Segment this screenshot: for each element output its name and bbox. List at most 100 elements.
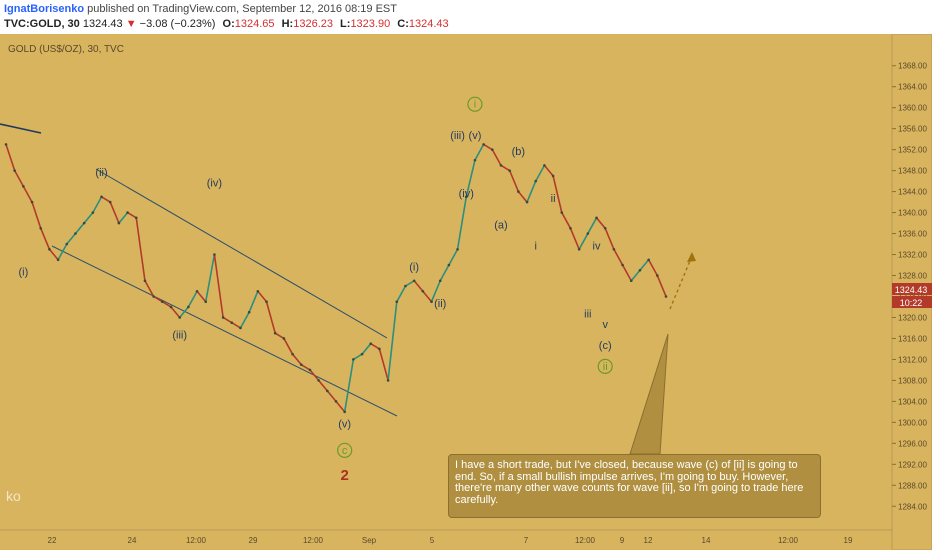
price-segment <box>465 159 476 198</box>
trend-line[interactable] <box>0 123 42 134</box>
data-point <box>74 232 77 235</box>
price-segment <box>239 311 250 329</box>
price-segment <box>135 217 146 281</box>
data-point <box>221 316 225 319</box>
wave-label: ii <box>603 361 608 373</box>
price-segment <box>430 280 441 303</box>
data-point <box>152 295 155 298</box>
x-tick-label: Sep <box>362 536 377 545</box>
wave-label: iv <box>593 240 601 252</box>
price-segment <box>587 217 598 234</box>
price-segment <box>508 170 520 192</box>
price-segment <box>378 348 389 381</box>
price-segment <box>517 191 528 203</box>
wave-label: (b) <box>512 146 525 158</box>
data-point <box>317 379 320 382</box>
y-tick-label: 1284.00 <box>898 502 927 511</box>
wave-label: (i) <box>409 261 419 273</box>
author-link[interactable]: IgnatBorisenko <box>4 3 85 15</box>
price-segment <box>109 201 120 224</box>
channel-lower-line[interactable] <box>51 245 398 417</box>
data-point <box>473 158 477 162</box>
price-segment <box>5 144 16 171</box>
y-tick-label: 1328.00 <box>898 272 927 281</box>
data-point <box>438 279 442 283</box>
price-segment <box>405 280 415 287</box>
open-label: O: <box>222 18 235 30</box>
y-tick-label: 1336.00 <box>898 230 927 239</box>
data-point <box>369 342 373 345</box>
countdown-value: 10:22 <box>900 298 923 308</box>
y-tick-label: 1360.00 <box>898 104 927 113</box>
low-value: 1323.90 <box>350 18 391 30</box>
data-point <box>100 195 103 199</box>
publish-header: IgnatBorisenko published on TradingView.… <box>0 0 932 35</box>
x-tick-label: 12:00 <box>186 536 207 545</box>
data-point <box>4 143 8 146</box>
price-segment <box>474 144 485 161</box>
x-tick-label: 24 <box>128 536 137 545</box>
down-arrow-icon: ▼ <box>125 18 137 30</box>
data-point <box>326 389 329 393</box>
price-segment <box>370 343 380 350</box>
data-point <box>178 316 181 319</box>
change-value: −3.08 (−0.23%) <box>139 18 216 30</box>
wave-label: (v) <box>469 130 482 142</box>
y-tick-label: 1320.00 <box>898 313 927 322</box>
data-point <box>195 289 199 293</box>
data-point <box>612 247 616 251</box>
x-tick-label: 9 <box>620 536 625 545</box>
data-point <box>91 211 95 214</box>
price-segment <box>621 264 632 282</box>
y-tick-label: 1296.00 <box>898 439 927 448</box>
data-point <box>352 358 355 361</box>
price-segment <box>231 322 241 329</box>
wave-label: (v) <box>338 419 351 431</box>
price-segment <box>179 306 189 318</box>
data-point <box>412 279 416 283</box>
data-point <box>560 211 564 214</box>
channel-upper-line[interactable] <box>95 168 388 339</box>
price-segment <box>552 175 563 213</box>
data-point <box>291 352 294 356</box>
price-segment <box>222 316 233 324</box>
data-point <box>378 347 381 351</box>
data-point <box>82 221 86 225</box>
price-segment <box>66 233 77 245</box>
y-tick-label: 1348.00 <box>898 167 927 176</box>
y-tick-label: 1356.00 <box>898 125 927 134</box>
data-point <box>447 263 451 267</box>
y-tick-label: 1364.00 <box>898 83 927 92</box>
price-segment <box>83 212 94 224</box>
data-point <box>517 190 520 193</box>
price-segment <box>526 180 537 203</box>
price-segment <box>361 343 372 355</box>
price-segment <box>448 248 459 266</box>
data-point <box>256 289 260 293</box>
price-axis-ticks: 1368.00 1364.00 1360.00 1356.00 1352.00 1348.… <box>892 62 927 511</box>
data-point <box>534 179 538 183</box>
y-tick-label: 1332.00 <box>898 251 927 260</box>
price-segment <box>604 228 615 250</box>
price-segment <box>127 211 137 219</box>
y-tick-label: 1308.00 <box>898 376 927 385</box>
data-point <box>108 200 112 204</box>
data-point <box>117 221 121 225</box>
price-segment <box>13 170 25 187</box>
y-tick-label: 1352.00 <box>898 146 927 155</box>
x-tick-label: 12 <box>644 536 653 545</box>
close-value: 1324.43 <box>408 18 449 30</box>
price-segment <box>630 269 641 282</box>
price-segment <box>396 285 407 303</box>
data-point <box>404 284 407 288</box>
wave-label-circle <box>337 442 353 458</box>
price-segment <box>535 164 546 182</box>
price-segment <box>257 290 268 303</box>
price-segment <box>413 280 424 292</box>
x-tick-label: 12:00 <box>778 536 799 545</box>
price-segment <box>500 164 511 172</box>
x-tick-label: 5 <box>430 536 435 545</box>
price-segment <box>274 332 285 340</box>
data-point <box>647 258 650 262</box>
wave-label: (i) <box>18 267 28 279</box>
